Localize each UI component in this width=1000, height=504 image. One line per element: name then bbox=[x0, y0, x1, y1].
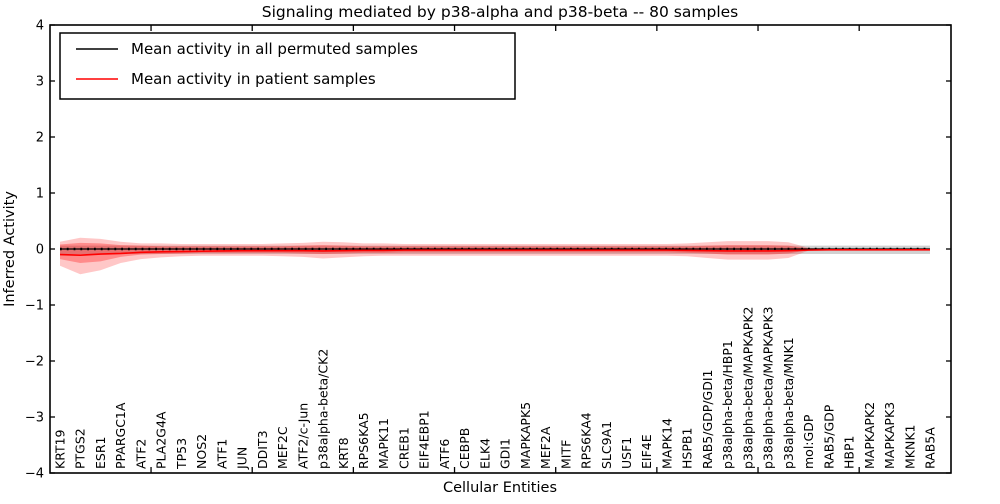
x-tick-label: HBP1 bbox=[842, 436, 857, 469]
y-tick-label: 3 bbox=[36, 75, 44, 90]
x-tick-label: MAPKAPK2 bbox=[862, 402, 877, 469]
y-axis-label: Inferred Activity bbox=[2, 191, 18, 307]
y-tick-label: −3 bbox=[25, 411, 44, 426]
axis-ticks bbox=[50, 24, 951, 474]
legend-item-permuted: Mean activity in all permuted samples bbox=[76, 40, 418, 58]
legend: Mean activity in all permuted samples Me… bbox=[59, 32, 516, 100]
legend-label-patient: Mean activity in patient samples bbox=[131, 70, 376, 88]
x-tick-label: ATF6 bbox=[437, 439, 452, 469]
x-tick-label: RAB5/GDP/GDI1 bbox=[700, 370, 715, 469]
series-lines bbox=[59, 247, 930, 256]
x-tick-label: MAPK14 bbox=[659, 418, 674, 469]
y-tick-label: 4 bbox=[36, 19, 44, 34]
x-tick-label: MEF2C bbox=[275, 426, 290, 469]
legend-label-permuted: Mean activity in all permuted samples bbox=[131, 40, 418, 58]
x-tick-label: MAPKAPK3 bbox=[882, 402, 897, 469]
y-tick-labels: 4 3 2 1 0 −1 −2 −3 −4 bbox=[25, 19, 44, 482]
x-tick-label: MKNK1 bbox=[902, 425, 917, 469]
y-tick-label: −4 bbox=[25, 467, 44, 482]
x-tick-label: MAPKAPK5 bbox=[518, 402, 533, 469]
x-tick-label: p38alpha-beta/HBP1 bbox=[720, 340, 735, 469]
x-tick-label: EIF4EBP1 bbox=[417, 410, 432, 469]
x-axis-label: Cellular Entities bbox=[443, 480, 557, 496]
confidence-bands bbox=[60, 237, 930, 275]
x-tick-label: NOS2 bbox=[194, 434, 209, 469]
x-tick-label: ELK4 bbox=[477, 438, 492, 469]
x-tick-label: CREB1 bbox=[396, 427, 411, 469]
x-tick-label: CEBPB bbox=[457, 428, 472, 469]
y-tick-label: −1 bbox=[25, 299, 44, 314]
patient-outer-band bbox=[60, 237, 930, 275]
legend-frame bbox=[59, 32, 516, 100]
x-tick-label: ATF2/c-Jun bbox=[295, 403, 310, 469]
legend-item-patient: Mean activity in patient samples bbox=[76, 70, 376, 88]
x-tick-label: PLA2G4A bbox=[154, 411, 169, 469]
x-tick-label: PTGS2 bbox=[73, 428, 88, 469]
x-tick-label: MEF2A bbox=[538, 426, 553, 469]
x-tick-label: ESR1 bbox=[93, 437, 108, 469]
line-mean-patient bbox=[59, 249, 930, 256]
y-tick-label: 1 bbox=[36, 187, 44, 202]
x-tick-label: ATF1 bbox=[214, 439, 229, 469]
x-tick-label: GDI1 bbox=[498, 438, 513, 469]
patient-inner-band bbox=[60, 242, 930, 263]
x-tick-label: MAPK11 bbox=[376, 418, 391, 469]
x-tick-label: p38alpha-beta/MAPKAPK2 bbox=[740, 307, 755, 470]
x-tick-label: KRT19 bbox=[53, 429, 68, 469]
x-tick-label: p38alpha-beta/MAPKAPK3 bbox=[761, 307, 776, 470]
x-tick-label: KRT8 bbox=[336, 437, 351, 469]
x-tick-labels: KRT19 PTGS2 ESR1 PPARGC1A ATF2 PLA2G4A TP53 NOS… bbox=[53, 307, 938, 471]
x-tick-label: PPARGC1A bbox=[113, 402, 128, 469]
x-tick-label: TP53 bbox=[174, 438, 189, 470]
x-tick-label: RAB5A bbox=[923, 427, 938, 469]
x-tick-label: p38alpha-beta/MNK1 bbox=[781, 337, 796, 469]
x-tick-label: p38alpha-beta/CK2 bbox=[316, 349, 331, 469]
x-tick-label: EIF4E bbox=[639, 434, 654, 469]
x-tick-label: RPS6KA5 bbox=[356, 412, 371, 469]
x-tick-label: DDIT3 bbox=[255, 430, 270, 469]
x-tick-label: JUN bbox=[235, 447, 250, 470]
x-tick-label: USF1 bbox=[619, 437, 634, 469]
y-tick-label: 0 bbox=[36, 243, 44, 258]
x-tick-label: mol:GDP bbox=[801, 414, 816, 469]
x-tick-label: RPS6KA4 bbox=[579, 412, 594, 469]
x-tick-label: SLC9A1 bbox=[599, 421, 614, 469]
y-tick-label: 2 bbox=[36, 131, 44, 146]
x-tick-label: RAB5/GDP bbox=[821, 404, 836, 469]
x-tick-label: HSPB1 bbox=[680, 428, 695, 469]
y-tick-label: −2 bbox=[25, 355, 44, 370]
x-tick-label: MITF bbox=[558, 440, 573, 469]
chart-title: Signaling mediated by p38-alpha and p38-… bbox=[262, 3, 738, 21]
x-tick-label: ATF2 bbox=[133, 439, 148, 469]
